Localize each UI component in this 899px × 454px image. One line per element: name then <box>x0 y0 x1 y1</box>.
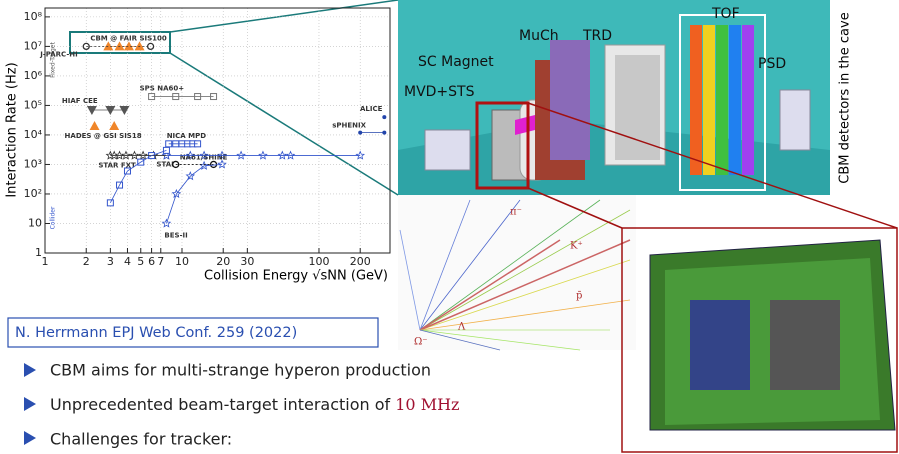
y-tick-label: 1 <box>35 246 42 259</box>
x-tick-label: 20 <box>216 255 230 268</box>
bullet-marker <box>24 431 36 445</box>
marker <box>109 121 119 130</box>
detector-label: MuCh <box>519 28 559 44</box>
marker <box>105 106 115 115</box>
series-label: ALICE <box>360 105 383 113</box>
series-label: CBM @ FAIR SIS100 <box>90 34 167 42</box>
event-label: π⁻ <box>510 207 522 218</box>
y-tick-label: 10⁴ <box>24 128 43 141</box>
marker <box>124 41 134 50</box>
y-tick-label: 10⁸ <box>24 10 43 23</box>
y-tick-label: 10⁶ <box>24 69 43 82</box>
y-tick-label: 10³ <box>24 157 42 170</box>
plot-frame <box>45 8 390 253</box>
x-tick-label: 10 <box>175 255 189 268</box>
event-label: Ω⁻ <box>414 337 428 348</box>
x-tick-label: 2 <box>83 255 90 268</box>
marker <box>135 41 145 50</box>
detector-label: TOF <box>711 6 740 22</box>
detector-caption: CBM detectors in the cave <box>838 12 853 183</box>
detector-label: SC Magnet <box>418 54 494 70</box>
y-tick-label: 10⁷ <box>24 39 42 52</box>
bullet: Challenges for tracker: <box>50 430 232 449</box>
series-label: HIAF CEE <box>62 97 98 105</box>
x-tick-label: 200 <box>350 255 371 268</box>
x-tick-label: 6 <box>148 255 155 268</box>
bullet: CBM aims for multi-strange hyperon produ… <box>50 361 431 380</box>
annotation: Fixed-Target <box>50 41 57 77</box>
y-axis-label: Interaction Rate (Hz) <box>5 62 20 197</box>
marker <box>119 106 129 115</box>
marker <box>90 121 100 130</box>
x-tick-label: 7 <box>157 255 164 268</box>
y-tick-label: 10² <box>24 187 42 200</box>
connector <box>170 0 398 32</box>
event-label: K⁺ <box>570 241 583 252</box>
x-tick-label: 30 <box>240 255 254 268</box>
marker <box>103 41 113 50</box>
series-label: NICA MPD <box>167 132 207 140</box>
x-tick-label: 1 <box>42 255 49 268</box>
x-tick-label: 4 <box>124 255 131 268</box>
x-axis-label: Collision Energy √sNN (GeV) <box>204 269 388 284</box>
event-label: Λ <box>457 322 466 333</box>
detector-label: MVD+STS <box>404 84 475 100</box>
marker <box>115 41 125 50</box>
x-tick-label: 100 <box>308 255 329 268</box>
series-label: NA61/SHINE <box>180 153 228 161</box>
marker <box>382 115 386 119</box>
y-tick-label: 10⁵ <box>24 98 42 111</box>
series-label: sPHENIX <box>332 122 366 130</box>
y-tick-label: 10 <box>28 216 42 229</box>
sts-image <box>622 228 897 452</box>
series-label: HADES @ GSI SIS18 <box>65 132 142 140</box>
bullet-marker <box>24 397 36 411</box>
slide: 1 2 34567 10 20 30 100 200 1 10 10² 10³ 10⁴ 10⁵ 10⁶ 10⁷… <box>0 0 899 454</box>
bullet: Unprecedented beam-target interaction of… <box>50 395 459 414</box>
series-label: SPS NA60+ <box>140 85 185 93</box>
marker <box>218 160 226 167</box>
bullet-marker <box>24 363 36 377</box>
x-tick-label: 3 <box>107 255 114 268</box>
event-label: p̄ <box>576 291 582 302</box>
citation: N. Herrmann EPJ Web Conf. 259 (2022) <box>15 325 297 341</box>
series-label: BES-II <box>164 231 187 239</box>
marker <box>87 106 97 115</box>
annotation: Collider <box>50 206 57 229</box>
x-tick-label: 5 <box>137 255 144 268</box>
detector-label: TRD <box>582 28 612 44</box>
detector-label: PSD <box>758 56 786 72</box>
